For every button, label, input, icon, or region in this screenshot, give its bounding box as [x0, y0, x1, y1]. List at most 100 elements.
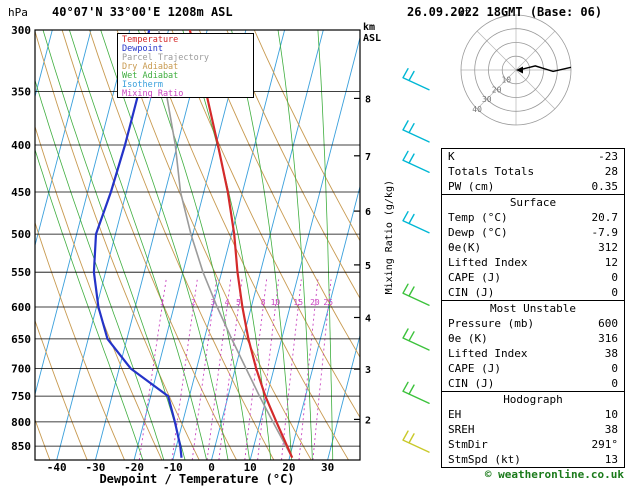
hodograph-trace [518, 65, 572, 73]
km-tick-label: 5 [365, 261, 371, 272]
location-title: 40°07'N 33°00'E 1208m ASL [52, 5, 233, 19]
mixing-ratio-value-label: 8 [261, 298, 266, 307]
legend-item-dry_adiabat: Dry Adiabat [122, 62, 178, 72]
stats-value: 28 [604, 165, 618, 178]
mixing-ratio-value-label: 3 [210, 298, 215, 307]
stats-value: 0 [611, 271, 618, 284]
temperature-tick-label: -10 [163, 461, 183, 474]
stats-label: CIN (J) [448, 286, 495, 299]
stats-value: 38 [604, 347, 618, 360]
mixing-ratio-value-label: 1 [160, 298, 165, 307]
mixing-ratio-line [171, 279, 198, 460]
hodograph-ring [501, 55, 531, 85]
isotherm-line [94, 30, 208, 460]
stats-group-header: Most Unstable [489, 302, 577, 315]
wet-adiabat-line [35, 148, 144, 460]
temperature-tick-label: 0 [208, 461, 215, 474]
pressure-tick-label: 650 [11, 333, 31, 346]
pressure-tick-label: 600 [11, 301, 31, 314]
stats-row: CIN (J) 0 [442, 285, 624, 300]
mixing-ratio-value-label: 4 [225, 298, 230, 307]
pressure-tick-label: 300 [11, 24, 31, 37]
dry-adiabat-line [143, 30, 349, 460]
isotherm-line [366, 30, 440, 460]
stats-table: K -23 Totals Totals 28 PW (cm) 0.35 Surface Tem… [441, 148, 625, 468]
stats-label: EH [448, 408, 462, 421]
stats-value: -23 [598, 150, 618, 163]
temperature-tick-label: -20 [124, 461, 144, 474]
legend-item-temperature: Temperature [122, 35, 178, 45]
stats-label: θe(K) [448, 241, 482, 254]
stats-label: Pressure (mb) [448, 317, 535, 330]
wind-barb [402, 211, 430, 234]
isotherm-line [211, 30, 324, 460]
parcel-trajectory-curve [158, 30, 293, 459]
stats-row: Temp (°C) 20.7 [442, 210, 624, 225]
stats-row: CAPE (J) 0 [442, 361, 624, 376]
mixing-ratio-line [257, 279, 280, 460]
stats-value: 312 [598, 241, 618, 254]
mixing-ratio-axis-label: Mixing Ratio (g/kg) [384, 180, 395, 295]
stats-value: 316 [598, 332, 618, 345]
stats-label: Totals Totals [448, 165, 535, 178]
stats-label: θe (K) [448, 332, 488, 345]
km-tick-label: 7 [365, 152, 371, 163]
dry-adiabat-line [35, 221, 125, 460]
temperature-tick-label: 10 [244, 461, 257, 474]
wind-barb [402, 120, 430, 143]
mixing-ratio-value-label: 5 [236, 298, 241, 307]
dry-adiabat-line [35, 30, 200, 460]
dewpoint-curve [92, 30, 183, 458]
copyright-link[interactable]: © weatheronline.co.uk [484, 468, 624, 481]
mixing-ratio-value-label: 15 [293, 298, 303, 307]
stats-label: Lifted Index [448, 256, 528, 269]
stats-value: 0 [611, 377, 618, 390]
mixing-ratio-line [138, 279, 167, 460]
stats-row: Lifted Index 12 [442, 255, 624, 270]
pressure-tick-label: 500 [11, 228, 31, 241]
km-tick-label: 6 [365, 207, 371, 218]
stats-value: 10 [604, 408, 618, 421]
pressure-tick-label: 350 [11, 86, 31, 99]
stats-row: PW (cm) 0.35 [442, 179, 624, 194]
stats-label: PW (cm) [448, 180, 495, 193]
isotherm-line [327, 333, 360, 460]
wet-adiabat-line [100, 30, 229, 460]
stats-label: Temp (°C) [448, 211, 508, 224]
stats-label: Lifted Index [448, 347, 528, 360]
isotherm-line [56, 30, 169, 460]
stats-row: Dewp (°C) -7.9 [442, 225, 624, 240]
km-asl-axis-label: km ASL [363, 22, 381, 44]
stats-group: Surface Temp (°C) 20.7 Dewp (°C) -7.9 θe(K) 31… [442, 194, 624, 300]
hodograph-storm-arrow [516, 66, 523, 74]
hodograph-ring-label: 40 [472, 105, 482, 114]
stats-value: 38 [604, 423, 618, 436]
stats-group: Hodograph EH 10 SREH 38 StmDir 291° StmSpd (kt)… [442, 391, 624, 467]
mixing-ratio-value-label: 2 [191, 298, 196, 307]
stats-row: Totals Totals 28 [442, 164, 624, 179]
stats-row: SREH 38 [442, 422, 624, 437]
stats-row: K -23 [442, 149, 624, 164]
dry-adiabat-line [198, 30, 360, 359]
stats-label: CAPE (J) [448, 271, 501, 284]
stats-group-header: Hodograph [503, 393, 563, 406]
legend-item-mixing_ratio: Mixing Ratio [122, 89, 183, 99]
mixing-ratio-value-label: 25 [323, 298, 333, 307]
wet-adiabat-line [69, 30, 207, 460]
stats-label: K [448, 150, 455, 163]
stats-value: 20.7 [591, 211, 619, 224]
km-tick-label: 4 [365, 314, 371, 325]
km-tick-label: 3 [365, 365, 371, 376]
mixing-ratio-value-label: 10 [271, 298, 281, 307]
chart-frame [34, 29, 361, 461]
mixing-ratio-line [244, 279, 268, 460]
mixing-ratio-line [312, 279, 332, 460]
stats-row: StmSpd (kt) 13 [442, 452, 624, 467]
temperature-tick-label: -40 [47, 461, 67, 474]
pressure-axis-label: hPa [8, 6, 28, 19]
wet-adiabat-line [277, 30, 313, 460]
stats-label: Dewp (°C) [448, 226, 508, 239]
hodograph-unit-label: kt [458, 8, 471, 19]
stats-group: K -23 Totals Totals 28 PW (cm) 0.35 [442, 149, 624, 194]
